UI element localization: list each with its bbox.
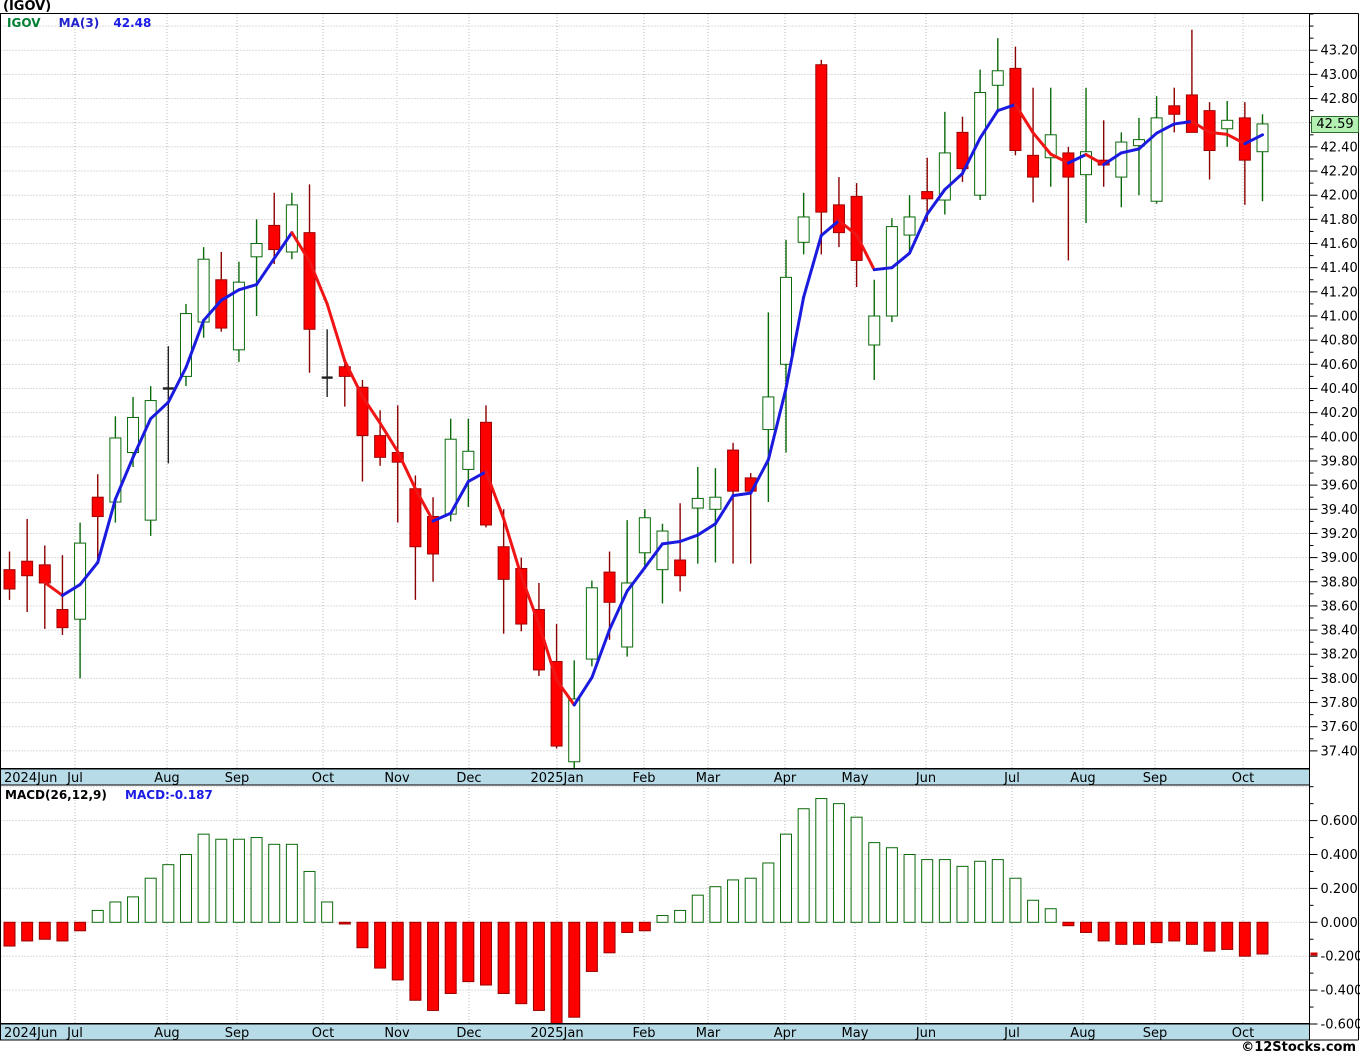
svg-text:40.40: 40.40 (1321, 382, 1358, 397)
svg-text:42.00: 42.00 (1321, 189, 1358, 204)
svg-text:38.80: 38.80 (1321, 575, 1358, 590)
svg-text:43.00: 43.00 (1321, 68, 1358, 83)
macd-current-value: MACD:-0.187 (125, 788, 213, 802)
price-gridlines (0, 25, 1310, 752)
svg-text:37.60: 37.60 (1321, 720, 1358, 735)
macd-axis: -0.600 -0.400 -0.200 0.000 0.200 0.400 0.600 (1309, 786, 1360, 1033)
svg-text:Aug: Aug (154, 1026, 179, 1041)
svg-text:-0.600: -0.600 (1321, 1018, 1360, 1033)
svg-text:Oct: Oct (312, 1026, 334, 1041)
svg-text:Jun: Jun (915, 1026, 936, 1041)
svg-text:41.20: 41.20 (1321, 285, 1358, 300)
svg-text:42.80: 42.80 (1321, 92, 1358, 107)
svg-text:Aug: Aug (1070, 1026, 1095, 1041)
svg-text:Jul: Jul (1003, 1026, 1020, 1041)
svg-text:Nov: Nov (384, 771, 410, 786)
svg-text:Mar: Mar (696, 1026, 721, 1041)
svg-text:40.00: 40.00 (1321, 430, 1358, 445)
copyright-label: ©12Stocks.com (1241, 1040, 1356, 1055)
svg-text:39.60: 39.60 (1321, 479, 1358, 494)
svg-text:Feb: Feb (632, 771, 655, 786)
ma-label: MA(3) (58, 16, 100, 30)
svg-text:Apr: Apr (774, 771, 797, 786)
page-title: (IGOV) (3, 0, 52, 14)
svg-text:2024Jun: 2024Jun (4, 771, 57, 786)
svg-text:38.60: 38.60 (1321, 599, 1358, 614)
svg-text:39.80: 39.80 (1321, 454, 1358, 469)
moving-average-line (43, 103, 1264, 707)
svg-text:-0.400: -0.400 (1321, 984, 1360, 999)
svg-text:Jul: Jul (66, 1026, 83, 1041)
svg-text:41.60: 41.60 (1321, 237, 1358, 252)
svg-text:Sep: Sep (225, 771, 250, 786)
svg-text:May: May (842, 771, 869, 786)
svg-text:39.20: 39.20 (1321, 527, 1358, 542)
svg-text:Sep: Sep (1143, 1026, 1168, 1041)
svg-text:38.40: 38.40 (1321, 624, 1358, 639)
macd-histogram (3, 798, 1318, 1025)
candles-layer (3, 29, 1269, 769)
svg-text:0.200: 0.200 (1321, 882, 1358, 897)
svg-text:Oct: Oct (1232, 771, 1254, 786)
macd-legend: MACD(26,12,9) MACD:-0.187 (5, 788, 213, 802)
macd-params-label: MACD(26,12,9) (5, 788, 107, 802)
month-axis-strips: 2024Jun Jul Aug Sep Oct Nov Dec 2025Jan Feb Mar Ap… (0, 768, 1310, 1041)
svg-text:Feb: Feb (632, 1026, 655, 1041)
svg-text:Sep: Sep (225, 1026, 250, 1041)
svg-text:Jul: Jul (66, 771, 83, 786)
svg-text:39.00: 39.00 (1321, 551, 1358, 566)
svg-text:42.40: 42.40 (1321, 140, 1358, 155)
symbol-label: IGOV (7, 16, 41, 30)
svg-text:0.600: 0.600 (1321, 814, 1358, 829)
macd-gridlines (0, 786, 1310, 1025)
svg-text:37.40: 37.40 (1321, 744, 1358, 759)
svg-text:Jun: Jun (915, 771, 936, 786)
svg-text:38.20: 38.20 (1321, 648, 1358, 663)
svg-text:Oct: Oct (1232, 1026, 1254, 1041)
last-price-badge: 42.59 (1311, 115, 1359, 133)
ma-value: 42.48 (113, 16, 152, 30)
svg-text:Dec: Dec (456, 1026, 481, 1041)
svg-text:41.80: 41.80 (1321, 213, 1358, 228)
svg-text:41.40: 41.40 (1321, 261, 1358, 276)
svg-text:2024Jun: 2024Jun (4, 1026, 57, 1041)
svg-text:0.000: 0.000 (1321, 916, 1358, 931)
svg-text:0.400: 0.400 (1321, 848, 1358, 863)
svg-text:Aug: Aug (1070, 771, 1095, 786)
svg-text:Jul: Jul (1003, 771, 1020, 786)
svg-text:2025Jan: 2025Jan (530, 1026, 583, 1041)
svg-text:39.40: 39.40 (1321, 503, 1358, 518)
svg-text:43.20: 43.20 (1321, 44, 1358, 59)
svg-text:Mar: Mar (696, 771, 721, 786)
svg-text:Oct: Oct (312, 771, 334, 786)
svg-text:40.20: 40.20 (1321, 406, 1358, 421)
svg-text:40.60: 40.60 (1321, 358, 1358, 373)
svg-text:Apr: Apr (774, 1026, 797, 1041)
svg-text:42.20: 42.20 (1321, 165, 1358, 180)
price-legend: IGOV MA(3) 42.48 (7, 16, 151, 30)
svg-text:38.00: 38.00 (1321, 672, 1358, 687)
svg-text:Dec: Dec (456, 771, 481, 786)
svg-text:Nov: Nov (384, 1026, 410, 1041)
svg-text:May: May (842, 1026, 869, 1041)
price-axis: 37.40 37.60 37.80 38.00 38.20 38.40 38.60 38.80… (1309, 13, 1358, 759)
svg-text:40.80: 40.80 (1321, 334, 1358, 349)
svg-text:Aug: Aug (154, 771, 179, 786)
svg-text:Sep: Sep (1143, 771, 1168, 786)
svg-text:41.00: 41.00 (1321, 310, 1358, 325)
svg-text:2025Jan: 2025Jan (530, 771, 583, 786)
svg-text:-0.200: -0.200 (1321, 950, 1360, 965)
svg-text:37.80: 37.80 (1321, 696, 1358, 711)
